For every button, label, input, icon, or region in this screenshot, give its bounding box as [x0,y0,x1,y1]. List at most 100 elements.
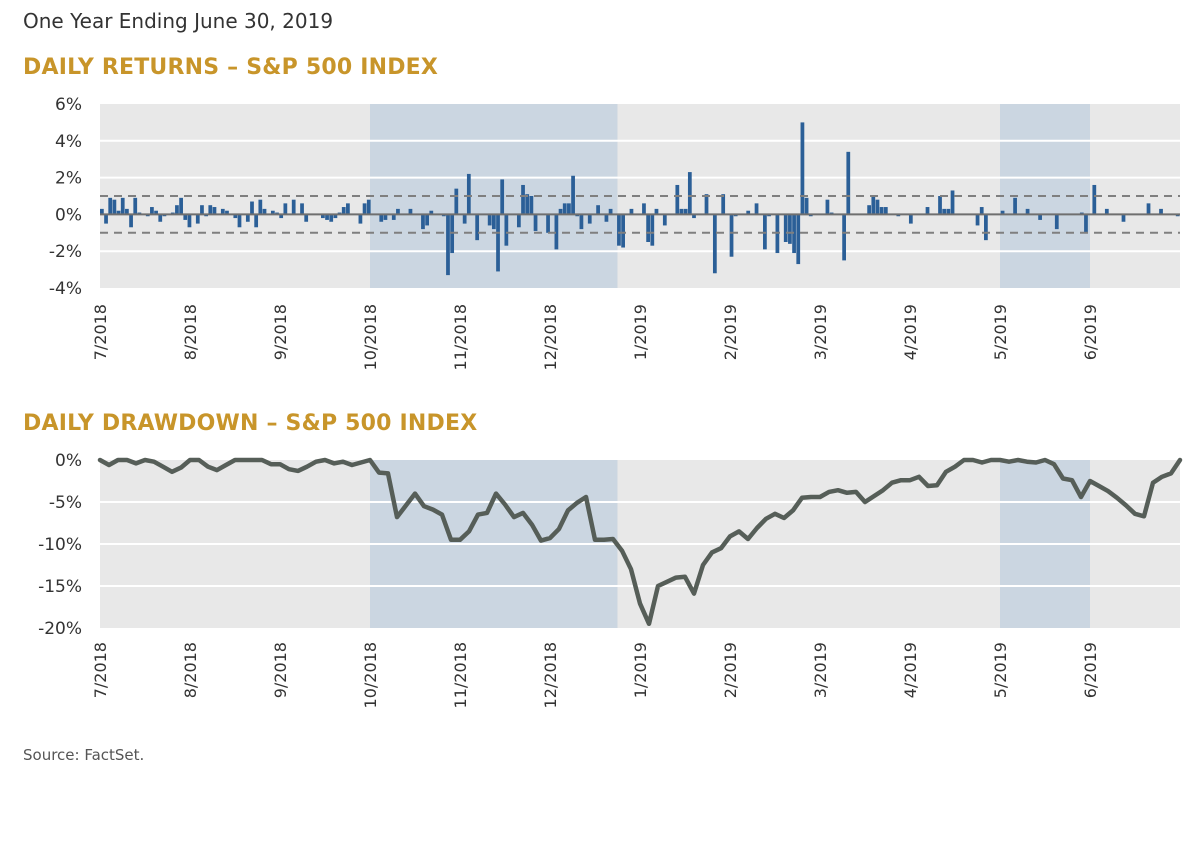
return-bar [179,197,183,215]
return-bar [200,205,204,215]
return-bar [333,214,338,219]
return-bar [358,214,363,224]
return-bar [908,214,913,224]
return-bar [942,208,947,215]
return-bar [1054,214,1059,230]
return-bar [800,122,805,215]
return-bar [596,205,600,215]
return-bar [608,208,613,215]
return-bar [321,214,325,219]
return-bar [871,196,876,215]
x-tick-label: 11/2018 [451,642,470,708]
return-bar [496,214,500,272]
return-bar [283,203,288,215]
x-tick-label: 12/2018 [541,304,560,370]
return-bar [500,179,505,215]
return-bar [250,201,254,215]
return-bar [379,214,384,222]
return-bar [650,214,655,246]
return-bar [408,208,413,215]
return-bar [366,199,371,215]
return-bar [446,214,450,276]
return-bar [938,196,942,215]
x-tick-label: 10/2018 [361,304,380,370]
y-tick-label: 4% [55,132,82,152]
return-bar [704,194,709,215]
x-tick-label: 3/2019 [811,304,830,360]
y-tick-label: 0% [55,205,82,225]
source-note: Source: FactSet. [23,746,145,764]
return-bar [1092,184,1097,215]
return-bar [867,205,872,215]
x-tick-label: 9/2018 [271,304,290,360]
y-tick-label: -15% [38,577,82,597]
return-bar [579,214,584,230]
return-bar [150,207,154,215]
return-bar [1025,208,1030,215]
return-bar [521,184,525,215]
return-bar [729,214,734,257]
return-bar [108,197,113,215]
return-bar [129,214,133,228]
x-tick-label: 5/2019 [991,642,1010,698]
x-tick-label: 4/2019 [901,642,920,698]
return-bar [396,208,400,215]
return-bar [979,207,984,215]
return-bar [270,210,275,215]
return-bar [154,210,158,215]
return-bar [421,214,425,230]
x-tick-label: 8/2018 [181,642,200,698]
return-bar [116,210,121,215]
return-bar [383,214,388,220]
y-tick-label: 6% [55,95,82,115]
return-bar [208,205,213,215]
return-bar [554,214,559,250]
return-bar [225,210,229,215]
return-bar [466,173,471,215]
return-bar [975,214,980,226]
return-bar [783,214,788,242]
return-bar [562,203,567,215]
returns-chart: 6% 4% 2% 0% -2% -4% 7/2018 8/2018 9/2018 10/2018 1… [49,95,1180,370]
return-bar [1121,214,1126,222]
return-bar [846,151,851,215]
return-bar [642,203,646,215]
return-bar [100,208,104,215]
return-bar [491,214,496,230]
return-bar [325,214,329,220]
return-bar [504,214,509,246]
x-tick-label: 11/2018 [451,304,470,370]
return-bar [654,208,659,215]
return-bar [341,207,346,215]
x-tick-label: 5/2019 [991,304,1010,360]
return-bar [462,214,467,224]
x-tick-label: 6/2019 [1081,304,1100,360]
drawdown-line [97,457,1183,627]
return-bar [454,188,459,215]
return-bar [879,207,884,215]
return-bar [183,214,188,220]
return-bar [621,214,625,248]
return-bar [133,197,138,215]
return-bar [254,214,259,228]
return-bar [1038,214,1042,220]
return-bar [212,207,217,215]
return-bar [258,199,263,215]
return-bar [346,203,350,215]
return-bar [692,214,696,219]
return-bar [279,214,284,219]
return-bar [125,208,129,215]
y-tick-label: 2% [55,169,82,189]
return-bar [792,214,796,254]
return-bar [746,210,751,215]
return-bar [712,214,717,274]
returns-chart-title: DAILY RETURNS – S&P 500 INDEX [23,55,439,80]
return-bar [300,203,304,215]
y-tick-label: 0% [55,451,82,471]
return-bar [425,214,430,226]
x-tick-label: 9/2018 [271,642,290,698]
x-tick-label: 8/2018 [181,304,200,360]
return-bar [604,214,609,222]
x-tick-label: 10/2018 [361,642,380,708]
